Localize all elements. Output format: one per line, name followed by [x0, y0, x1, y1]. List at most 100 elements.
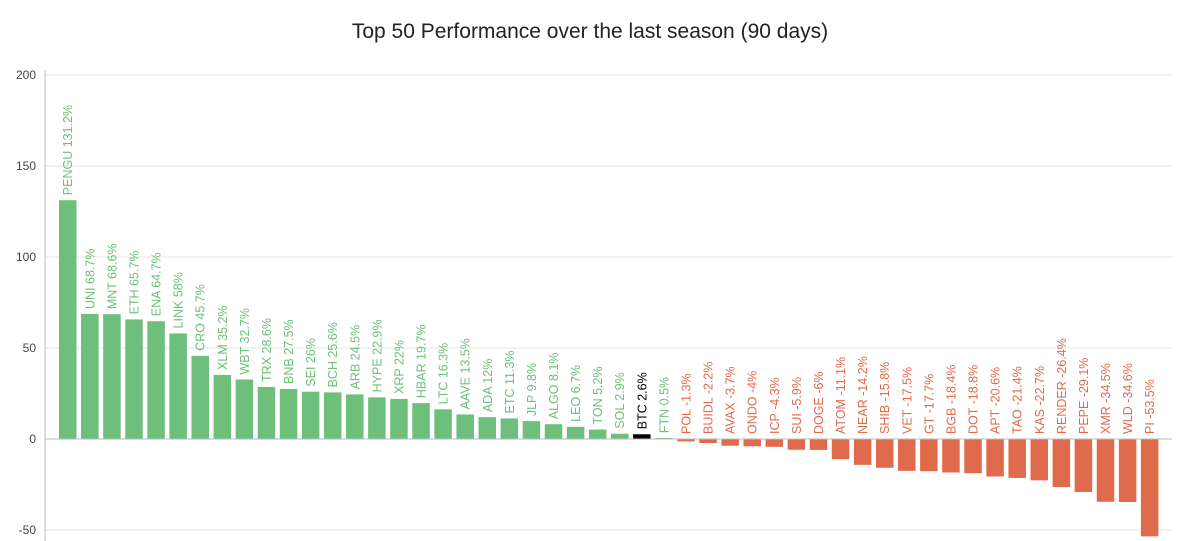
bar-label-dot: DOT -18.8% — [967, 365, 981, 434]
bar-dot — [964, 439, 982, 474]
bar-wbt — [235, 379, 254, 439]
bar-kas — [1030, 439, 1049, 481]
bar-label-ton: TON 5.2% — [591, 366, 605, 424]
bar-label-hype: HYPE 22.9% — [370, 319, 384, 392]
bar-label-ltc: LTC 16.3% — [437, 343, 451, 405]
bar-label-algo: ALGO 8.1% — [547, 353, 561, 420]
y-tick-label: 50 — [23, 341, 37, 355]
bar-xrp — [390, 398, 408, 439]
bar-label-doge: DOGE -6% — [812, 371, 826, 434]
bar-label-bch: BCH 25.6% — [326, 322, 340, 387]
bar-pepe — [1074, 439, 1093, 492]
bar-label-jlp: JLP 9.8% — [525, 363, 539, 416]
bar-link — [169, 333, 187, 439]
y-tick-label: 150 — [16, 159, 36, 173]
bar-arb — [346, 394, 364, 439]
y-tick-label: 100 — [16, 250, 36, 264]
bar-label-xlm: XLM 35.2% — [216, 305, 230, 370]
y-tick-label: 0 — [29, 432, 36, 446]
bar-label-pengu: PENGU 131.2% — [61, 105, 75, 195]
bar-mnt — [103, 314, 121, 439]
bar-label-atom: ATOM -11.1% — [834, 357, 848, 434]
bar-apt — [986, 439, 1004, 477]
bar-label-xmr: XMR -34.5% — [1099, 363, 1113, 434]
chart-title: Top 50 Performance over the last season … — [351, 20, 829, 43]
bar-uni — [81, 313, 99, 439]
bar-bch — [323, 392, 342, 439]
bar-label-link: LINK 58% — [172, 272, 186, 328]
bar-trx — [257, 386, 276, 439]
bar-pol — [677, 439, 695, 442]
y-tick-label: 200 — [16, 68, 36, 82]
bar-labels: PENGU 131.2% UNI 68.7% MNT 68.6% ETH 65.7% E… — [61, 105, 1157, 434]
bar-label-near: NEAR -14.2% — [856, 356, 870, 434]
bar-shib — [875, 439, 894, 468]
bar-label-pol: POL -1.3% — [679, 373, 693, 434]
bar-label-bgb: BGB -18.4% — [944, 365, 958, 434]
bar-label-cro: CRO 45.7% — [194, 284, 208, 351]
bar-cro — [191, 355, 209, 439]
bar-doge — [809, 439, 828, 450]
bar-near — [853, 439, 872, 465]
bar-label-ada: ADA 12% — [481, 359, 495, 413]
y-axis-ticks: 200 150 100 50 0 -50 — [16, 68, 36, 537]
bar-label-wld: WLD -34.6% — [1121, 363, 1135, 434]
bar-jlp — [522, 421, 541, 439]
bar-label-tao: TAO -21.4% — [1011, 366, 1025, 434]
bar-label-btc: BTC 2.6% — [635, 372, 649, 429]
bar-label-eth: ETH 65.7% — [127, 251, 141, 315]
y-tick-label: -50 — [19, 523, 37, 537]
bar-label-render: RENDER -26.4% — [1055, 338, 1069, 434]
bar-label-trx: TRX 28.6% — [260, 318, 274, 382]
bar-atom — [831, 439, 850, 460]
bar-label-leo: LEO 6.7% — [569, 365, 583, 422]
bar-label-gt: GT -17.7% — [922, 374, 936, 434]
bar-leo — [566, 426, 585, 439]
bar-label-arb: ARB 24.5% — [348, 325, 362, 390]
bar-label-aave: AAVE 13.5% — [459, 338, 473, 409]
bar-label-vet: VET -17.5% — [900, 367, 914, 434]
bar-pi — [1140, 439, 1159, 537]
bar-bnb — [279, 388, 298, 439]
bars — [59, 200, 1159, 537]
bar-ondo — [743, 439, 761, 447]
bar-etc — [500, 418, 519, 439]
bar-label-apt: APT -20.6% — [989, 367, 1003, 434]
bar-label-mnt: MNT 68.6% — [105, 243, 119, 309]
bar-label-hbar: HBAR 19.7% — [415, 324, 429, 398]
bar-ada — [478, 417, 497, 439]
bar-btc — [633, 434, 651, 439]
bar-label-ondo: ONDO -4% — [746, 371, 760, 434]
bar-vet — [898, 439, 916, 471]
bar-ltc — [434, 409, 452, 439]
bar-sei — [301, 391, 320, 439]
bar-ton — [588, 429, 607, 439]
bar-xmr — [1096, 439, 1115, 502]
bar-label-pepe: PEPE -29.1% — [1077, 358, 1091, 434]
bar-ena — [147, 321, 165, 439]
bar-label-wbt: WBT 32.7% — [238, 308, 252, 374]
bar-label-kas: KAS -22.7% — [1033, 366, 1047, 434]
bar-label-buidl: BUIDL -2.2% — [702, 362, 716, 434]
bar-sui — [787, 439, 806, 450]
bar-wld — [1118, 439, 1137, 502]
bar-tao — [1008, 439, 1026, 478]
bar-pengu — [59, 200, 77, 439]
bar-label-etc: ETC 11.3% — [503, 350, 517, 413]
bar-avax — [721, 439, 739, 446]
bar-eth — [125, 319, 143, 439]
bar-label-ftn: FTN 0.5% — [657, 377, 671, 433]
bar-render — [1052, 439, 1071, 488]
bar-label-sol: SOL 2.9% — [613, 372, 627, 429]
bar-bgb — [942, 439, 960, 473]
bar-label-pi: PI -53.5% — [1143, 379, 1157, 434]
bar-hype — [368, 397, 386, 439]
bar-label-uni: UNI 68.7% — [83, 249, 97, 309]
gridlines — [45, 74, 1172, 531]
bar-sol — [611, 433, 629, 439]
bar-label-xrp: XRP 22% — [392, 340, 406, 394]
bar-label-avax: AVAX -3.7% — [724, 366, 738, 434]
bar-xlm — [213, 374, 232, 439]
bar-label-sei: SEI 26% — [304, 338, 318, 387]
